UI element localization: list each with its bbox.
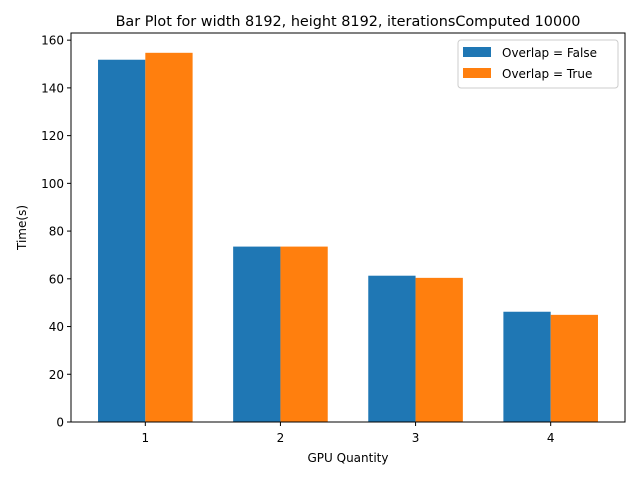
y-tick-label: 80 [49,225,64,239]
bar [368,275,416,422]
legend-swatch [463,68,491,78]
chart-title: Bar Plot for width 8192, height 8192, it… [116,14,581,30]
y-axis-label: Time(s) [15,205,29,251]
x-tick-label: 1 [141,431,149,445]
x-axis: 1 2 3 4 [141,422,555,445]
bar [233,246,281,422]
x-tick-label: 4 [547,431,555,445]
y-tick-label: 40 [49,320,64,334]
bar [415,277,463,422]
y-axis: 0 20 40 60 80 100 120 140 160 [41,34,71,430]
bars [98,52,598,423]
y-tick-label: 60 [49,272,64,286]
plot-frame [70,32,626,423]
y-tick-label: 100 [41,177,64,191]
bar [550,314,598,422]
y-tick-label: 120 [41,129,64,143]
y-tick-label: 20 [49,368,64,382]
legend-swatch [463,47,491,57]
x-tick-label: 3 [412,431,420,445]
x-axis-label: GPU Quantity [308,451,389,465]
bar [503,311,551,422]
legend-label: Overlap = True [502,67,592,81]
bar [280,246,328,422]
x-tick-label: 2 [277,431,285,445]
legend-label: Overlap = False [502,46,597,60]
legend-box [457,39,619,89]
y-tick-label: 160 [41,34,64,48]
bar [145,52,193,422]
y-tick-label: 0 [56,416,64,430]
legend: Overlap = False Overlap = True [457,39,619,89]
bar [98,59,146,423]
y-tick-label: 140 [41,81,64,95]
